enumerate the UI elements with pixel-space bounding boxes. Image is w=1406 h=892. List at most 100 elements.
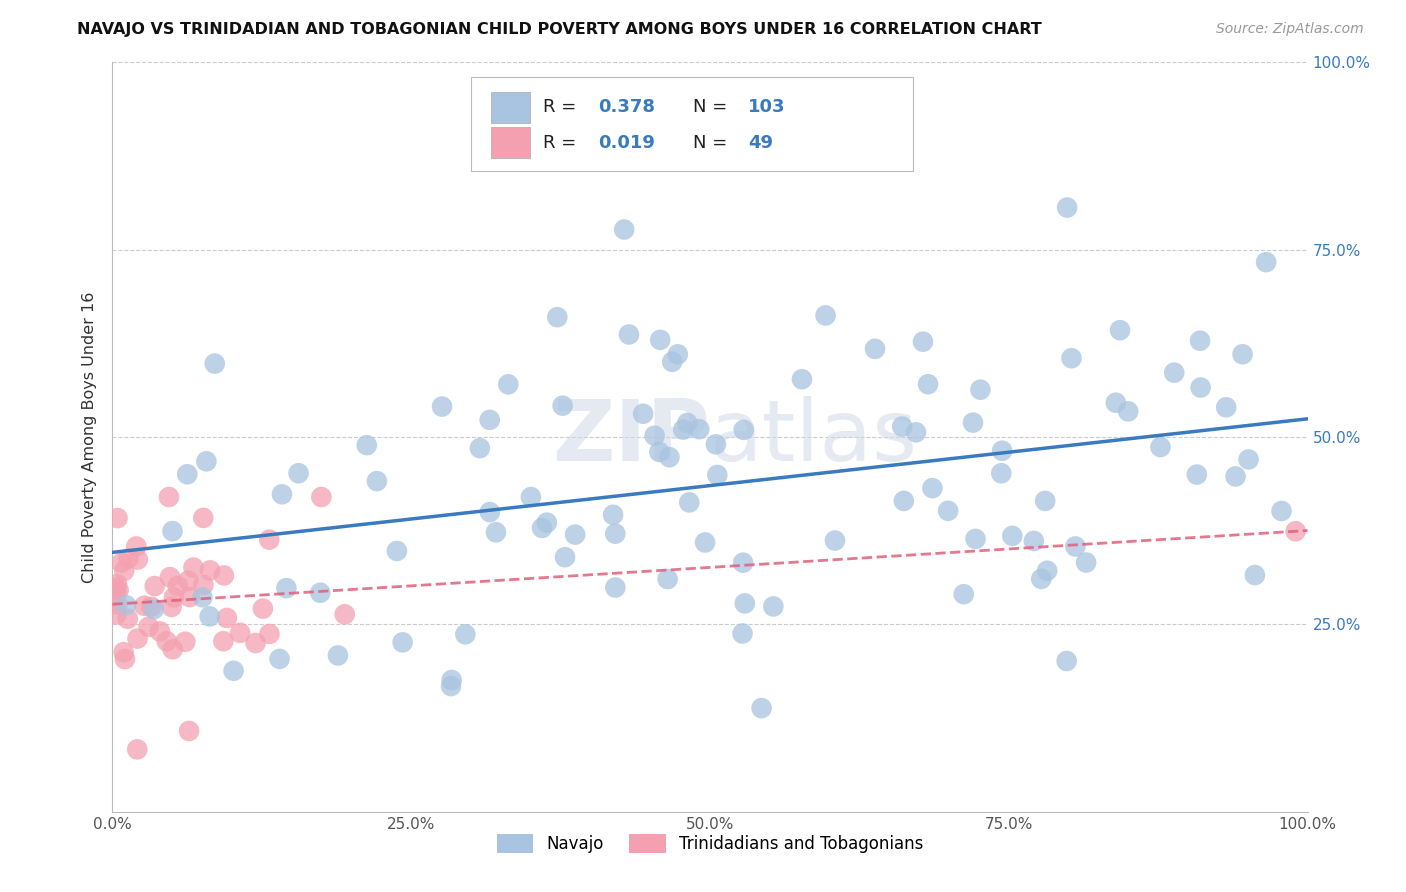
Text: ZIP: ZIP	[553, 395, 710, 479]
Point	[1116, 404, 1139, 418]
Point	[564, 527, 586, 541]
Point	[215, 611, 238, 625]
Point	[1270, 504, 1292, 518]
Point	[693, 535, 716, 549]
Point	[222, 664, 245, 678]
Point	[142, 602, 165, 616]
Point	[366, 474, 388, 488]
Point	[1149, 440, 1171, 454]
Point	[936, 504, 959, 518]
Point	[1215, 401, 1237, 415]
Y-axis label: Child Poverty Among Boys Under 16: Child Poverty Among Boys Under 16	[82, 292, 97, 582]
Point	[911, 334, 934, 349]
Point	[127, 552, 149, 566]
Point	[733, 556, 755, 570]
Point	[1163, 366, 1185, 380]
Point	[478, 413, 501, 427]
Point	[440, 673, 463, 687]
Bar	[491, 127, 530, 159]
Point	[1237, 452, 1260, 467]
Point	[176, 467, 198, 482]
Point	[751, 701, 773, 715]
Point	[193, 511, 215, 525]
Point	[105, 607, 128, 622]
Point	[110, 556, 132, 570]
Point	[1285, 524, 1308, 539]
Point	[391, 635, 413, 649]
Point	[1256, 255, 1278, 269]
Text: Source: ZipAtlas.com: Source: ZipAtlas.com	[1216, 22, 1364, 37]
Point	[212, 634, 235, 648]
Point	[676, 416, 699, 430]
Point	[1064, 540, 1087, 554]
Point	[657, 572, 679, 586]
Point	[195, 454, 218, 468]
Point	[157, 490, 180, 504]
Point	[276, 581, 298, 595]
Point	[356, 438, 378, 452]
Point	[991, 443, 1014, 458]
Point	[1060, 351, 1083, 366]
Point	[551, 399, 574, 413]
Point	[1105, 395, 1128, 409]
Point	[904, 425, 927, 440]
Point	[1056, 201, 1078, 215]
Point	[731, 626, 754, 640]
Point	[177, 574, 200, 588]
Text: N =: N =	[693, 98, 734, 116]
Bar	[491, 92, 530, 123]
Point	[1001, 529, 1024, 543]
Point	[531, 521, 554, 535]
Point	[193, 578, 215, 592]
Point	[498, 377, 520, 392]
Point	[631, 407, 654, 421]
Legend: Navajo, Trinidadians and Tobagonians: Navajo, Trinidadians and Tobagonians	[489, 827, 931, 860]
Point	[1189, 380, 1212, 394]
Point	[198, 609, 221, 624]
Point	[546, 310, 568, 325]
Point	[105, 586, 128, 600]
Point	[156, 634, 179, 648]
Point	[174, 634, 197, 648]
Point	[112, 645, 135, 659]
Point	[162, 524, 184, 538]
Point	[824, 533, 846, 548]
Point	[613, 222, 636, 236]
Point	[644, 428, 666, 442]
Point	[672, 423, 695, 437]
Point	[468, 441, 491, 455]
Point	[166, 579, 188, 593]
Point	[990, 467, 1012, 481]
Point	[1033, 494, 1056, 508]
FancyBboxPatch shape	[471, 78, 914, 171]
Point	[952, 587, 974, 601]
Point	[648, 445, 671, 459]
Point	[790, 372, 813, 386]
Point	[605, 581, 627, 595]
Point	[605, 526, 627, 541]
Point	[191, 591, 214, 605]
Point	[1232, 347, 1254, 361]
Point	[107, 583, 129, 598]
Point	[478, 505, 501, 519]
Point	[554, 550, 576, 565]
Point	[183, 560, 205, 574]
Point	[117, 612, 139, 626]
Text: N =: N =	[693, 134, 734, 152]
Point	[1185, 467, 1208, 482]
Point	[965, 532, 987, 546]
Text: 49: 49	[748, 134, 773, 152]
Point	[734, 596, 756, 610]
Point	[149, 624, 172, 639]
Point	[271, 487, 294, 501]
Point	[287, 467, 309, 481]
Text: 0.378: 0.378	[598, 98, 655, 116]
Point	[893, 494, 915, 508]
Point	[863, 342, 886, 356]
Point	[127, 632, 149, 646]
Point	[309, 586, 332, 600]
Point	[658, 450, 681, 465]
Point	[160, 599, 183, 614]
Point	[105, 577, 128, 591]
Point	[127, 742, 149, 756]
